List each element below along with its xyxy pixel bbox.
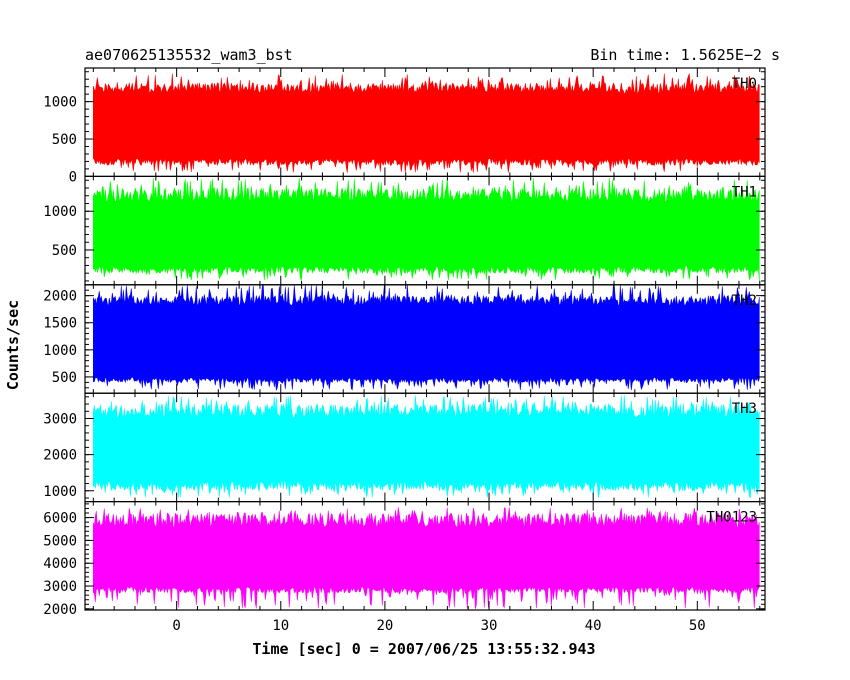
y-tick-label: 6000 bbox=[43, 511, 77, 527]
series-th0 bbox=[93, 73, 760, 173]
panel-label: TH0 bbox=[732, 76, 757, 92]
y-tick-label: 3000 bbox=[43, 579, 77, 595]
panel-th0: 0 500 1000 TH0 bbox=[43, 67, 766, 185]
x-tick-label: 10 bbox=[272, 618, 289, 634]
y-tick-label: 500 bbox=[52, 243, 77, 259]
x-axis-label: Time [sec] 0 = 2007/06/25 13:55:32.943 bbox=[252, 640, 595, 658]
y-tick-label: 500 bbox=[52, 132, 77, 148]
y-tick-label: 5000 bbox=[43, 533, 77, 549]
panel-label: TH2 bbox=[732, 293, 757, 309]
y-tick-label: 500 bbox=[52, 370, 77, 386]
x-tick-label: 40 bbox=[585, 618, 602, 634]
y-tick-label: 1000 bbox=[43, 204, 77, 220]
y-tick-label: 1500 bbox=[43, 316, 77, 332]
panel-th3: 1000 2000 3000 TH3 bbox=[43, 392, 766, 503]
panel-label: TH0123 bbox=[706, 510, 757, 526]
x-tick-label: 20 bbox=[376, 618, 393, 634]
y-tick-label: 2000 bbox=[43, 448, 77, 464]
panel-frame bbox=[84, 501, 766, 611]
y-tick-label: 2000 bbox=[43, 602, 77, 618]
y-tick-label: 1000 bbox=[43, 95, 77, 111]
panel-label: TH3 bbox=[732, 401, 757, 417]
y-tick-label: 0 bbox=[69, 169, 77, 185]
x-tick-label: 30 bbox=[481, 618, 498, 634]
chart-title-right: Bin time: 1.5625E−2 s bbox=[590, 46, 780, 64]
series-th2 bbox=[93, 284, 760, 391]
y-tick-label: 4000 bbox=[43, 556, 77, 572]
panel-label: TH1 bbox=[732, 184, 757, 200]
series-th1 bbox=[93, 177, 760, 282]
panel-th2: 500 1000 1500 2000 TH2 bbox=[43, 284, 766, 394]
chart-title-left: ae070625135532_wam3_bst bbox=[85, 46, 293, 64]
y-tick-label: 1000 bbox=[43, 343, 77, 359]
panel-th0123: 2000 3000 4000 5000 6000 TH0123 bbox=[43, 501, 766, 618]
y-axis-label: Counts/sec bbox=[4, 300, 22, 390]
series-th0123 bbox=[93, 507, 760, 609]
panel-th1: 500 1000 TH1 bbox=[43, 175, 766, 286]
y-tick-label: 2000 bbox=[43, 289, 77, 305]
y-tick-label: 3000 bbox=[43, 411, 77, 427]
series-th3 bbox=[93, 395, 760, 499]
y-tick-label: 1000 bbox=[43, 484, 77, 500]
x-tick-label: 50 bbox=[689, 618, 706, 634]
x-tick-label: 0 bbox=[172, 618, 180, 634]
